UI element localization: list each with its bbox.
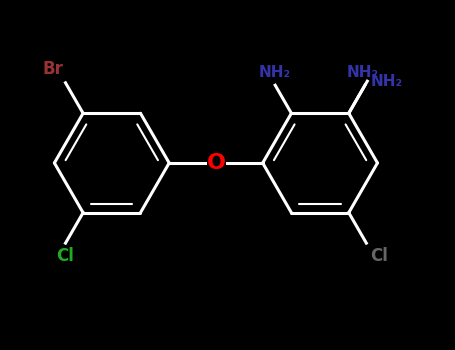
Text: Br: Br	[43, 60, 64, 78]
Text: NH₂: NH₂	[259, 65, 291, 80]
Text: O: O	[207, 153, 225, 173]
Text: NH₂: NH₂	[347, 65, 379, 80]
Text: Cl: Cl	[56, 247, 75, 265]
Text: NH₂: NH₂	[371, 74, 403, 89]
Text: Cl: Cl	[370, 247, 388, 265]
